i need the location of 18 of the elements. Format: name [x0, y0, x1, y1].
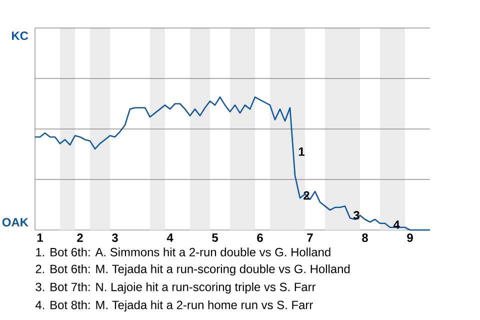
text: 3. Bot 7th: N. Lajoie hit a run-scoring triple vs S. Farr — [36, 282, 316, 294]
annotation: 3 — [353, 211, 360, 220]
x-tick-label: 3 — [112, 234, 118, 242]
text: 1. Bot 6th: A. Simmons hit a 2-run double vs G. Holland — [36, 248, 330, 256]
x-tick-label: 5 — [212, 234, 218, 242]
x-tick-label: 6 — [257, 234, 263, 242]
x-tick-label: 9 — [407, 234, 413, 242]
text: 2. Bot 6th: M. Tejada hit a run-scoring double vs G. Holland — [36, 264, 350, 276]
x-tick-label: 1 — [37, 234, 43, 242]
text: 4. Bot 8th: M. Tejada hit a 2-run home run vs S. Farr — [35, 300, 313, 312]
annotation: 4 — [393, 220, 400, 229]
x-tick-label: 8 — [362, 234, 368, 242]
x-tick-label: 4 — [166, 234, 174, 242]
x-tick-label: 2 — [77, 234, 83, 242]
text: OAK — [2, 218, 28, 226]
text: KC — [12, 32, 28, 40]
x-tick-label: 7 — [307, 234, 313, 242]
annotation: 1 — [298, 147, 305, 156]
